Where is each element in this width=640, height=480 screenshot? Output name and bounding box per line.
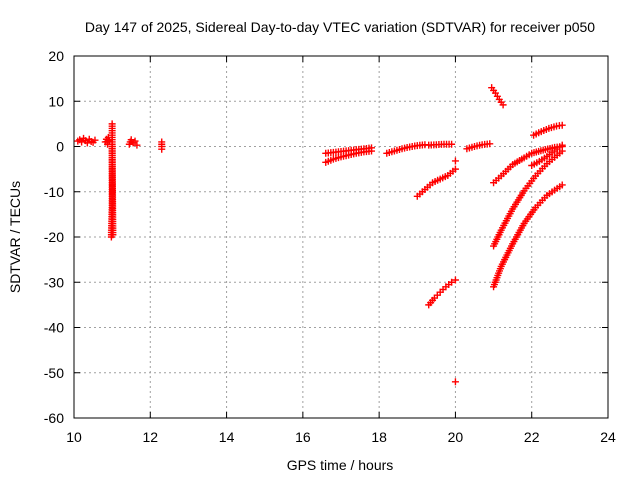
series-cluster-10.3: [74, 134, 99, 147]
x-tick-label: 22: [524, 429, 540, 445]
series-arc-20.3-20.9: [463, 140, 494, 153]
series-arc-19.0-19.9: [425, 140, 456, 149]
x-axis: 10 12 14 16 18 20 22 24: [66, 56, 616, 445]
series-arc-16.6-17.8-b: [322, 144, 376, 157]
series-arc-22.0-22.8-near0: [528, 141, 566, 170]
data-point: [451, 378, 459, 386]
y-tick-label: -20: [44, 229, 64, 245]
series-arc-18.2-19.2: [383, 141, 429, 157]
data-point: [108, 143, 116, 150]
x-tick-label: 10: [66, 429, 82, 445]
series-cluster-11.5: [125, 136, 141, 149]
y-tick-label: -40: [44, 320, 64, 336]
chart-title: Day 147 of 2025, Sidereal Day-to-day VTE…: [85, 19, 595, 35]
y-tick-label: -30: [44, 274, 64, 290]
series-arc-19.3-20.0: [425, 276, 459, 309]
data-point: [78, 138, 86, 146]
grid-layer: [74, 56, 608, 418]
data-point: [558, 121, 566, 129]
data-point: [91, 136, 99, 144]
data-point: [131, 137, 139, 145]
data-point: [448, 278, 456, 286]
series-cluster-12.3: [158, 138, 166, 153]
x-tick-label: 16: [295, 429, 311, 445]
series-arc-21.0-22.8-low: [490, 181, 566, 291]
y-tick-label: -50: [44, 365, 64, 381]
data-point: [451, 157, 459, 165]
data-point: [558, 141, 566, 149]
x-axis-label: GPS time / hours: [287, 457, 394, 473]
y-tick-label: 0: [56, 139, 64, 155]
series-point-20.0: [451, 157, 459, 165]
series-spikes-11.0: [107, 120, 117, 241]
y-tick-label: -10: [44, 184, 64, 200]
data-points: [74, 84, 566, 386]
data-point: [451, 276, 459, 284]
data-point: [499, 101, 507, 109]
data-point: [158, 145, 166, 153]
series-arc-22.0-22.8-top: [530, 121, 566, 139]
data-point: [558, 181, 566, 189]
series-cluster-10.9: [101, 133, 113, 148]
data-point: [133, 141, 141, 149]
series-arc-21.0-21.2: [488, 84, 507, 109]
data-point: [451, 165, 459, 173]
x-tick-label: 14: [219, 429, 235, 445]
series-arc-21.0-22.8-mid: [490, 147, 566, 250]
data-point: [368, 144, 376, 152]
series-outlier-20.0: [451, 378, 459, 386]
x-tick-label: 18: [371, 429, 387, 445]
y-axis: 20 10 0 -10 -20 -30 -40 -50 -60: [44, 48, 608, 426]
y-axis-label: SDTVAR / TECUs: [7, 181, 23, 293]
x-tick-label: 20: [448, 429, 464, 445]
y-tick-label: 10: [48, 93, 64, 109]
x-tick-label: 24: [600, 429, 616, 445]
data-point: [448, 140, 456, 148]
y-tick-label: -60: [44, 410, 64, 426]
series-arc-19.0-20.0: [413, 165, 459, 200]
y-tick-label: 20: [48, 48, 64, 64]
data-point: [486, 140, 494, 148]
x-tick-label: 12: [142, 429, 158, 445]
data-point: [558, 147, 566, 155]
